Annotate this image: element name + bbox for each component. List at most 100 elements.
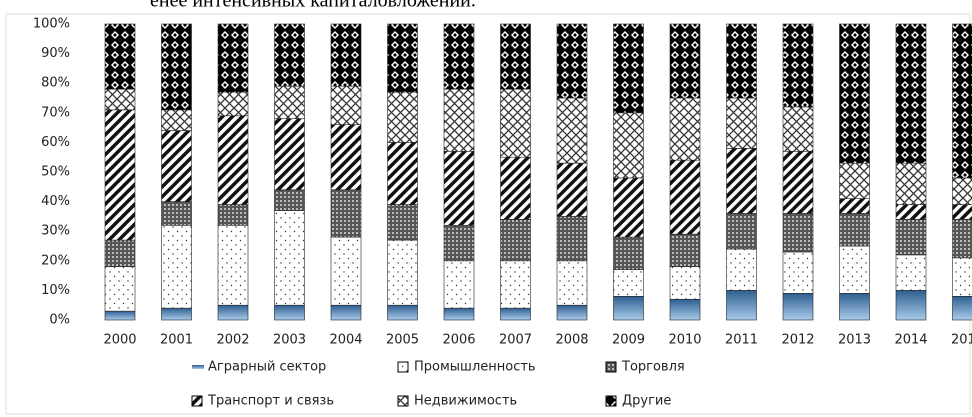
legend-label: Транспорт и связь [207,394,334,409]
y-tick-label: 80% [41,76,70,91]
bar-segment [443,224,475,262]
bar-segment [782,150,814,214]
bar-segment [387,142,418,205]
bar-segment [161,307,192,321]
bar-segment [274,189,305,211]
bar-segment [443,307,475,321]
x-tick-label: 2013 [838,333,871,348]
legend-label: Промышленность [414,360,536,375]
bar-segment [161,130,192,202]
bar-segment [782,251,814,294]
y-tick-label: 60% [41,135,70,150]
bar-segment [895,162,927,205]
y-tick-label: 30% [41,224,70,239]
y-tick-label: 70% [41,105,70,120]
bar-segment [104,310,136,321]
legend-swatch [397,361,409,373]
bar-segment [104,88,136,111]
x-tick-label: 2004 [329,333,362,348]
bar-segment [613,177,644,238]
bar-segment [726,148,757,214]
bar-segment [726,23,757,99]
legend-label: Аграрный сектор [208,360,326,375]
y-tick-label: 20% [41,253,70,268]
bar-segment [556,97,588,164]
x-tick-label: 2005 [386,333,419,348]
bar-segment [895,219,927,256]
bar-segment [669,159,701,235]
y-tick-label: 40% [41,194,70,209]
bar-segment [500,156,531,220]
bar-segment [895,204,927,220]
bar-segment [556,304,588,321]
bar-segment [443,150,475,226]
bar-segment [330,236,362,306]
bar-segment [330,304,362,321]
bar-segment [161,23,192,111]
bar-segment [217,304,249,321]
x-tick-label: 2014 [894,333,927,348]
bar-segment [274,23,305,87]
bar-segment [726,290,757,321]
y-tick-label: 50% [41,165,70,180]
bar-segment [613,23,644,114]
bar-segment [782,106,814,152]
bar-segment [782,213,814,253]
bar-segment [274,210,305,306]
legend-label: Торговля [621,360,685,375]
legend-swatch [605,361,617,373]
x-tick-label: 2007 [499,333,532,348]
bar-segment [726,97,757,149]
bar-segment [330,23,362,87]
x-tick-label: 2006 [442,333,475,348]
legend-swatch [191,395,203,407]
x-tick-label: 2009 [612,333,645,348]
x-tick-label: 2011 [725,333,758,348]
bar-segment [669,23,701,99]
bar-segment [217,115,249,205]
bar-segment [669,298,701,321]
x-tick-label: 2002 [216,333,249,348]
bar-segment [726,213,757,250]
x-tick-label: 2000 [103,333,136,348]
x-tick-label: 2012 [781,333,814,348]
bar-segment [839,198,870,214]
legend-swatch [605,395,617,407]
bar-segment [274,85,305,120]
bar-segment [895,254,927,291]
bar-segment [330,189,362,238]
bar-segment [104,239,136,268]
legend-swatch [397,395,409,407]
bar-segment [613,269,644,297]
text-above: енее интенсивных капиталовложений. [150,0,476,12]
bar-segment [556,162,588,217]
bar-segment [613,296,644,321]
bar-segment [952,177,972,205]
bar-segment [387,91,418,143]
legend-label: Другие [622,394,671,409]
bar-segment [443,260,475,309]
bar-segment [839,245,870,294]
bar-segment [952,204,972,220]
bar-segment [387,23,418,93]
x-tick-label: 2010 [668,333,701,348]
bar-segment [217,91,249,117]
bar-segment [952,219,972,259]
bar-segment [782,293,814,321]
bar-segment [669,266,701,300]
y-tick-label: 100% [33,17,70,32]
y-tick-label: 10% [41,283,70,298]
x-tick-label: 2015 [951,333,972,348]
y-tick-label: 0% [49,313,70,328]
bar-segment [782,23,814,108]
bar-segment [330,85,362,125]
bar-segment [500,23,531,90]
bar-segment [330,124,362,191]
bar-segment [556,260,588,306]
bar-segment [500,307,531,321]
bar-segment [161,224,192,309]
bar-segment [104,266,136,312]
bar-segment [839,213,870,247]
bar-segment [274,118,305,191]
